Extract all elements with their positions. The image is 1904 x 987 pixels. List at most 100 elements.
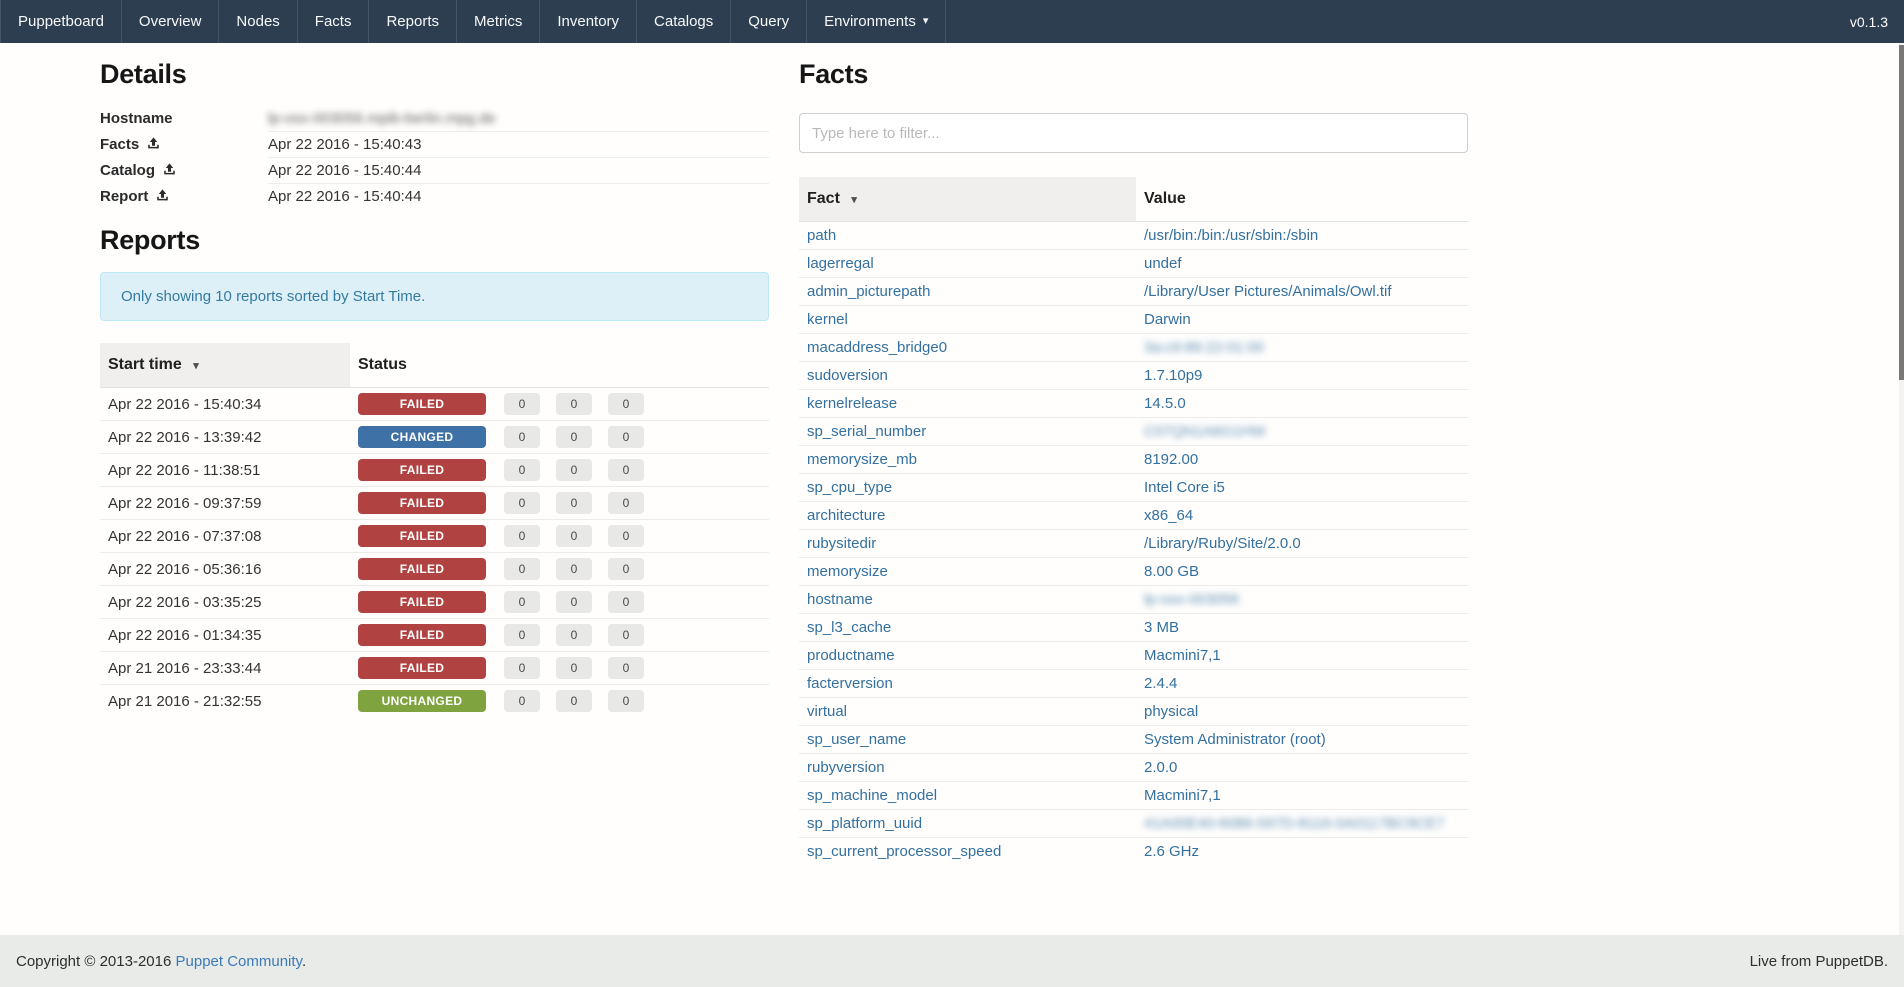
- count-badge: 0: [608, 690, 644, 712]
- nav-item-overview[interactable]: Overview: [122, 0, 220, 43]
- copyright-text: Copyright © 2013-2016 Puppet Community.: [16, 952, 307, 970]
- report-row: Apr 22 2016 - 15:40:34 FAILED 0 0 0: [100, 387, 769, 421]
- fact-name-link[interactable]: sp_serial_number: [807, 423, 927, 440]
- status-badge: FAILED: [358, 393, 486, 415]
- report-start-time-link[interactable]: Apr 21 2016 - 21:32:55: [108, 692, 262, 710]
- upload-icon: [156, 189, 169, 206]
- facts-title: Facts: [799, 59, 869, 89]
- fact-name-link[interactable]: facterversion: [807, 675, 893, 692]
- fact-name-link[interactable]: productname: [807, 647, 895, 664]
- report-start-time-link[interactable]: Apr 22 2016 - 13:39:42: [108, 428, 262, 446]
- fact-name-link[interactable]: sudoversion: [807, 367, 888, 384]
- fact-row: architecture x86_64: [799, 501, 1468, 530]
- fact-row: sp_current_processor_speed 2.6 GHz: [799, 838, 1468, 866]
- scrollbar-thumb[interactable]: [1899, 45, 1904, 380]
- details-value: Apr 22 2016 - 15:40:43: [268, 131, 769, 158]
- details-value: Apr 22 2016 - 15:40:44: [268, 188, 422, 205]
- fact-value: System Administrator (root): [1144, 731, 1326, 748]
- status-badge: FAILED: [358, 558, 486, 580]
- fact-name-link[interactable]: hostname: [807, 591, 873, 608]
- report-start-time-link[interactable]: Apr 22 2016 - 05:36:16: [108, 560, 262, 578]
- facts-filter-input[interactable]: [799, 113, 1468, 153]
- count-badge: 0: [504, 624, 540, 646]
- count-badge: 0: [504, 393, 540, 415]
- fact-row: kernelrelease 14.5.0: [799, 389, 1468, 418]
- fact-value: C07QN1A6G1HW: [1144, 423, 1266, 440]
- upload-icon: [163, 163, 176, 180]
- reports-column-start-time[interactable]: Start time ▾: [100, 343, 350, 388]
- status-badge: UNCHANGED: [358, 690, 486, 712]
- fact-name-link[interactable]: kernelrelease: [807, 395, 898, 412]
- fact-name-link[interactable]: memorysize_mb: [807, 451, 918, 468]
- fact-name-link[interactable]: sp_machine_model: [807, 787, 938, 804]
- fact-row: sp_machine_model Macmini7,1: [799, 781, 1468, 810]
- count-badge: 0: [608, 426, 644, 448]
- fact-row: sp_platform_uuid 41A00E40-6086-597D-8116…: [799, 809, 1468, 838]
- fact-value: Darwin: [1144, 311, 1191, 328]
- nav-item-nodes[interactable]: Nodes: [219, 0, 298, 43]
- report-row: Apr 22 2016 - 07:37:08 FAILED 0 0 0: [100, 519, 769, 553]
- details-row: Report Apr 22 2016 - 15:40:44: [100, 184, 769, 210]
- fact-name-link[interactable]: macaddress_bridge0: [807, 339, 948, 356]
- count-badge: 0: [608, 591, 644, 613]
- fact-row: admin_picturepath /Library/User Pictures…: [799, 277, 1468, 306]
- count-badge: 0: [556, 426, 592, 448]
- status-badge: CHANGED: [358, 426, 486, 448]
- details-row: Hostname lp-osx-003056.mpib-berlin.mpg.d…: [100, 106, 769, 132]
- status-badge: FAILED: [358, 657, 486, 679]
- fact-row: sp_user_name System Administrator (root): [799, 725, 1468, 754]
- fact-row: kernel Darwin: [799, 305, 1468, 334]
- count-badge: 0: [556, 624, 592, 646]
- fact-name-link[interactable]: sp_user_name: [807, 731, 907, 748]
- facts-column-value[interactable]: Value: [1136, 177, 1468, 222]
- fact-name-link[interactable]: architecture: [807, 507, 886, 524]
- facts-column-fact[interactable]: Fact ▾: [799, 177, 1136, 222]
- report-start-time-link[interactable]: Apr 22 2016 - 03:35:25: [108, 593, 262, 611]
- reports-column-status[interactable]: Status: [350, 343, 652, 388]
- nav-item-metrics[interactable]: Metrics: [457, 0, 541, 43]
- fact-row: sp_cpu_type Intel Core i5: [799, 473, 1468, 502]
- fact-name-link[interactable]: virtual: [807, 703, 848, 720]
- count-badge: 0: [608, 657, 644, 679]
- nav-item-catalogs[interactable]: Catalogs: [637, 0, 732, 43]
- fact-name-link[interactable]: sp_cpu_type: [807, 479, 893, 496]
- report-start-time-link[interactable]: Apr 22 2016 - 09:37:59: [108, 494, 262, 512]
- nav-item-query[interactable]: Query: [731, 0, 808, 43]
- nav-item-inventory[interactable]: Inventory: [540, 0, 638, 43]
- fact-name-link[interactable]: path: [807, 227, 837, 244]
- fact-name-link[interactable]: sp_platform_uuid: [807, 815, 923, 832]
- fact-name-link[interactable]: rubysitedir: [807, 535, 877, 552]
- count-badge: 0: [556, 525, 592, 547]
- nav-item-reports[interactable]: Reports: [369, 0, 457, 43]
- count-badge: 0: [556, 558, 592, 580]
- report-start-time-link[interactable]: Apr 21 2016 - 23:33:44: [108, 659, 262, 677]
- report-start-time-link[interactable]: Apr 22 2016 - 11:38:51: [108, 461, 261, 479]
- report-start-time-link[interactable]: Apr 22 2016 - 07:37:08: [108, 527, 262, 545]
- report-start-time-link[interactable]: Apr 22 2016 - 01:34:35: [108, 626, 262, 644]
- fact-name-link[interactable]: sp_current_processor_speed: [807, 843, 1002, 860]
- version-label: v0.1.3: [1849, 13, 1888, 30]
- report-start-time-link[interactable]: Apr 22 2016 - 15:40:34: [108, 395, 262, 413]
- reports-title: Reports: [100, 225, 200, 255]
- fact-value: 1.7.10p9: [1144, 367, 1203, 384]
- fact-name-link[interactable]: memorysize: [807, 563, 888, 580]
- report-row: Apr 22 2016 - 11:38:51 FAILED 0 0 0: [100, 453, 769, 487]
- fact-value: Macmini7,1: [1144, 647, 1221, 664]
- navbar-brand[interactable]: Puppetboard: [0, 0, 122, 43]
- fact-name-link[interactable]: kernel: [807, 311, 848, 328]
- nav-item-environments[interactable]: Environments ▾: [807, 0, 947, 43]
- scrollbar-track: [1899, 43, 1904, 935]
- details-table: Hostname lp-osx-003056.mpib-berlin.mpg.d…: [100, 106, 769, 209]
- facts-table: Fact ▾ Value path /usr/bin:/bin:/usr/sbi…: [799, 177, 1468, 865]
- fact-row: memorysize_mb 8192.00: [799, 445, 1468, 474]
- puppet-community-link[interactable]: Puppet Community: [175, 952, 302, 970]
- fact-name-link[interactable]: admin_picturepath: [807, 283, 931, 300]
- fact-name-link[interactable]: sp_l3_cache: [807, 619, 892, 636]
- nav-item-facts[interactable]: Facts: [298, 0, 370, 43]
- count-badge: 0: [556, 657, 592, 679]
- fact-name-link[interactable]: lagerregal: [807, 255, 874, 272]
- count-badge: 0: [556, 591, 592, 613]
- report-row: Apr 22 2016 - 03:35:25 FAILED 0 0 0: [100, 585, 769, 619]
- fact-name-link[interactable]: rubyversion: [807, 759, 885, 776]
- report-row: Apr 22 2016 - 09:37:59 FAILED 0 0 0: [100, 486, 769, 520]
